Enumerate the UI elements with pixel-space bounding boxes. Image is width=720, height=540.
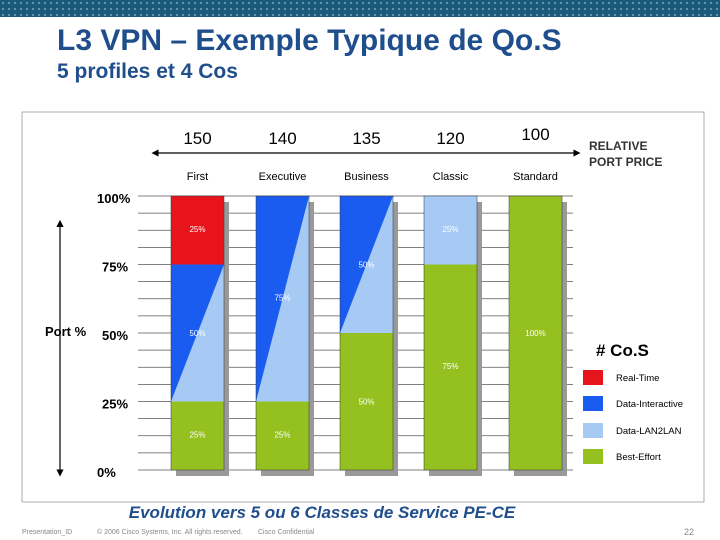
category-label: Executive [259, 171, 307, 183]
category-label: Classic [433, 171, 469, 183]
slide-title: L3 VPN – Exemple Typique de Qo.S [57, 24, 562, 57]
bar-annotation: 25% [442, 225, 458, 234]
footer-confidential: Cisco Confidential [258, 529, 315, 536]
bar-annotation: 25% [189, 225, 205, 234]
bar-segment-be [256, 401, 309, 470]
price-label: 150 [183, 129, 211, 148]
bar-outline [508, 195, 563, 471]
bar-annotation: 25% [274, 430, 290, 439]
chart-caption: Evolution vers 5 ou 6 Classes de Service… [129, 503, 516, 522]
header-bar [0, 0, 720, 17]
footer-copyright: © 2006 Cisco Systems, Inc. All rights re… [97, 529, 243, 536]
bar-outline [255, 195, 310, 471]
category-label: First [187, 171, 208, 183]
footer-presentation-id: Presentation_ID [22, 529, 73, 536]
bar-segment-rt [171, 196, 224, 265]
bar-segment-be [340, 333, 393, 470]
legend-swatch-ll [583, 423, 603, 438]
bar-segment-data-interactive [171, 264, 224, 402]
bar-annotation: 25% [189, 430, 205, 439]
bar-outline [423, 195, 478, 471]
legend-label-di: Data-Interactive [616, 399, 683, 410]
y-tick-label: 0% [97, 465, 116, 480]
category-label: Business [344, 171, 389, 183]
y-tick-label: 100% [97, 191, 131, 206]
price-axis-label: RELATIVE PORT PRICE [589, 139, 662, 169]
price-label: 140 [268, 129, 296, 148]
footer-page-number: 22 [684, 527, 695, 537]
price-label: 120 [436, 129, 464, 148]
legend-swatch-rt [583, 370, 603, 385]
price-label: 100 [521, 125, 549, 144]
y-tick-label: 50% [102, 328, 128, 343]
bar-outline [170, 195, 225, 471]
bar-annotation: 50% [189, 329, 205, 338]
bar-annotation: 75% [442, 362, 458, 371]
bar-annotation: 75% [274, 293, 290, 302]
bar-segment-be [509, 196, 562, 470]
legend-label-rt: Real-Time [616, 373, 659, 384]
legend-swatch-be [583, 449, 603, 464]
price-label: 135 [352, 129, 380, 148]
slide-subtitle: 5 profiles et 4 Cos [57, 60, 238, 83]
y-tick-label: 25% [102, 397, 128, 412]
bar-segment-be [171, 401, 224, 470]
legend-swatch-di [583, 396, 603, 411]
category-label: Standard [513, 171, 558, 183]
y-axis-label: Port % [45, 324, 87, 339]
bar-segment-data-interactive [340, 196, 393, 333]
bar-segment-data-interactive [256, 196, 309, 402]
bar-segment-ll [424, 196, 477, 265]
bar-annotation: 50% [358, 261, 374, 270]
chart-frame [21, 111, 705, 503]
bar-outline [339, 195, 394, 471]
bar-annotation: 50% [358, 398, 374, 407]
legend-label-ll: Data-LAN2LAN [616, 426, 682, 437]
bar-annotation: 100% [525, 329, 545, 338]
y-tick-label: 75% [102, 260, 128, 275]
legend-title: # Co.S [596, 341, 649, 360]
bar-segment-be [424, 264, 477, 470]
legend-label-be: Best-Effort [616, 452, 661, 463]
